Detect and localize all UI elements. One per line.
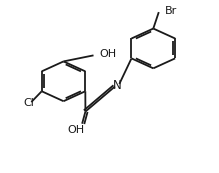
Text: Br: Br	[165, 6, 178, 16]
Text: OH: OH	[100, 49, 117, 60]
Text: OH: OH	[67, 125, 84, 135]
Text: N: N	[113, 79, 122, 92]
Text: Cl: Cl	[23, 98, 34, 108]
